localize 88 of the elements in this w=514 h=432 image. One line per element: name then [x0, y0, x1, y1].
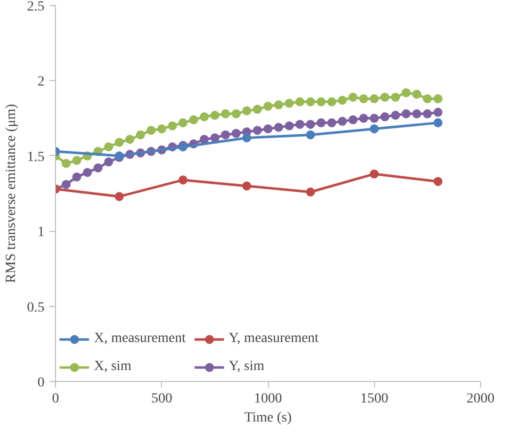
point	[146, 126, 156, 135]
point	[434, 118, 442, 128]
point	[200, 134, 209, 144]
y-tick-label: 1.5	[27, 150, 44, 165]
point	[338, 116, 347, 126]
point	[295, 97, 304, 106]
point	[264, 102, 272, 111]
point	[104, 157, 114, 166]
point	[274, 100, 284, 110]
point	[306, 188, 315, 196]
y-axis-title: RMS transverse emittance (μm)	[4, 104, 19, 283]
point	[178, 118, 188, 128]
point	[232, 128, 241, 138]
point	[210, 110, 220, 120]
point	[348, 92, 358, 102]
point	[252, 126, 262, 135]
point	[338, 96, 347, 105]
point	[327, 97, 336, 106]
point	[391, 92, 400, 102]
point	[221, 130, 230, 140]
point	[434, 94, 442, 104]
legend-label: Y, measurement	[228, 331, 319, 347]
x-tick-label: 1500	[360, 392, 388, 406]
point	[402, 109, 411, 118]
point	[412, 90, 422, 99]
point	[114, 192, 124, 201]
legend-label: X, sim	[94, 359, 132, 375]
point	[359, 94, 368, 104]
x-tick-label: 1000	[254, 392, 282, 406]
point	[359, 114, 368, 123]
y-tick-label: 0.5	[27, 300, 44, 316]
point	[380, 112, 390, 122]
point	[242, 181, 252, 190]
point	[422, 94, 432, 104]
point	[264, 124, 272, 134]
point	[136, 130, 145, 140]
point	[380, 92, 390, 102]
point	[232, 109, 241, 118]
point	[252, 104, 262, 114]
point	[402, 88, 411, 98]
point	[72, 156, 82, 165]
point	[274, 122, 284, 132]
point	[72, 172, 82, 182]
y-tick-label: 2	[38, 74, 44, 90]
point	[157, 124, 166, 134]
point	[316, 118, 326, 128]
point	[62, 158, 71, 168]
point	[306, 130, 315, 140]
point	[306, 120, 315, 129]
y-tick-label: 0	[38, 376, 44, 390]
point	[168, 121, 177, 130]
point	[370, 169, 379, 178]
point	[327, 118, 336, 128]
legend-label: X, measurement	[94, 331, 186, 347]
point	[200, 112, 209, 122]
x-tick-label: 500	[151, 392, 172, 406]
point	[189, 115, 198, 124]
x-tick-label: 2000	[466, 392, 494, 406]
y-tick-label: 1	[38, 225, 44, 240]
point	[125, 134, 134, 144]
point	[242, 133, 252, 142]
point	[82, 168, 92, 177]
point	[104, 142, 114, 152]
point	[370, 94, 379, 104]
point	[434, 108, 442, 117]
point	[221, 109, 230, 118]
x-axis-title: Time (s)	[244, 410, 292, 426]
point	[306, 97, 315, 106]
legend-label: Y, sim	[228, 359, 264, 375]
point	[434, 176, 442, 186]
point	[348, 115, 358, 124]
point	[295, 120, 304, 129]
y-tick-label: 2.5	[27, 0, 44, 14]
point	[210, 133, 220, 142]
point	[62, 180, 71, 189]
point	[370, 124, 379, 134]
point	[316, 97, 326, 106]
point	[178, 175, 188, 184]
point	[422, 109, 432, 118]
point	[114, 138, 124, 147]
point	[242, 106, 252, 116]
point	[391, 110, 400, 120]
x-tick-label: 0	[52, 392, 59, 406]
point	[284, 121, 294, 130]
point	[94, 163, 102, 172]
point	[370, 114, 379, 123]
point	[284, 98, 294, 108]
point	[412, 109, 422, 118]
